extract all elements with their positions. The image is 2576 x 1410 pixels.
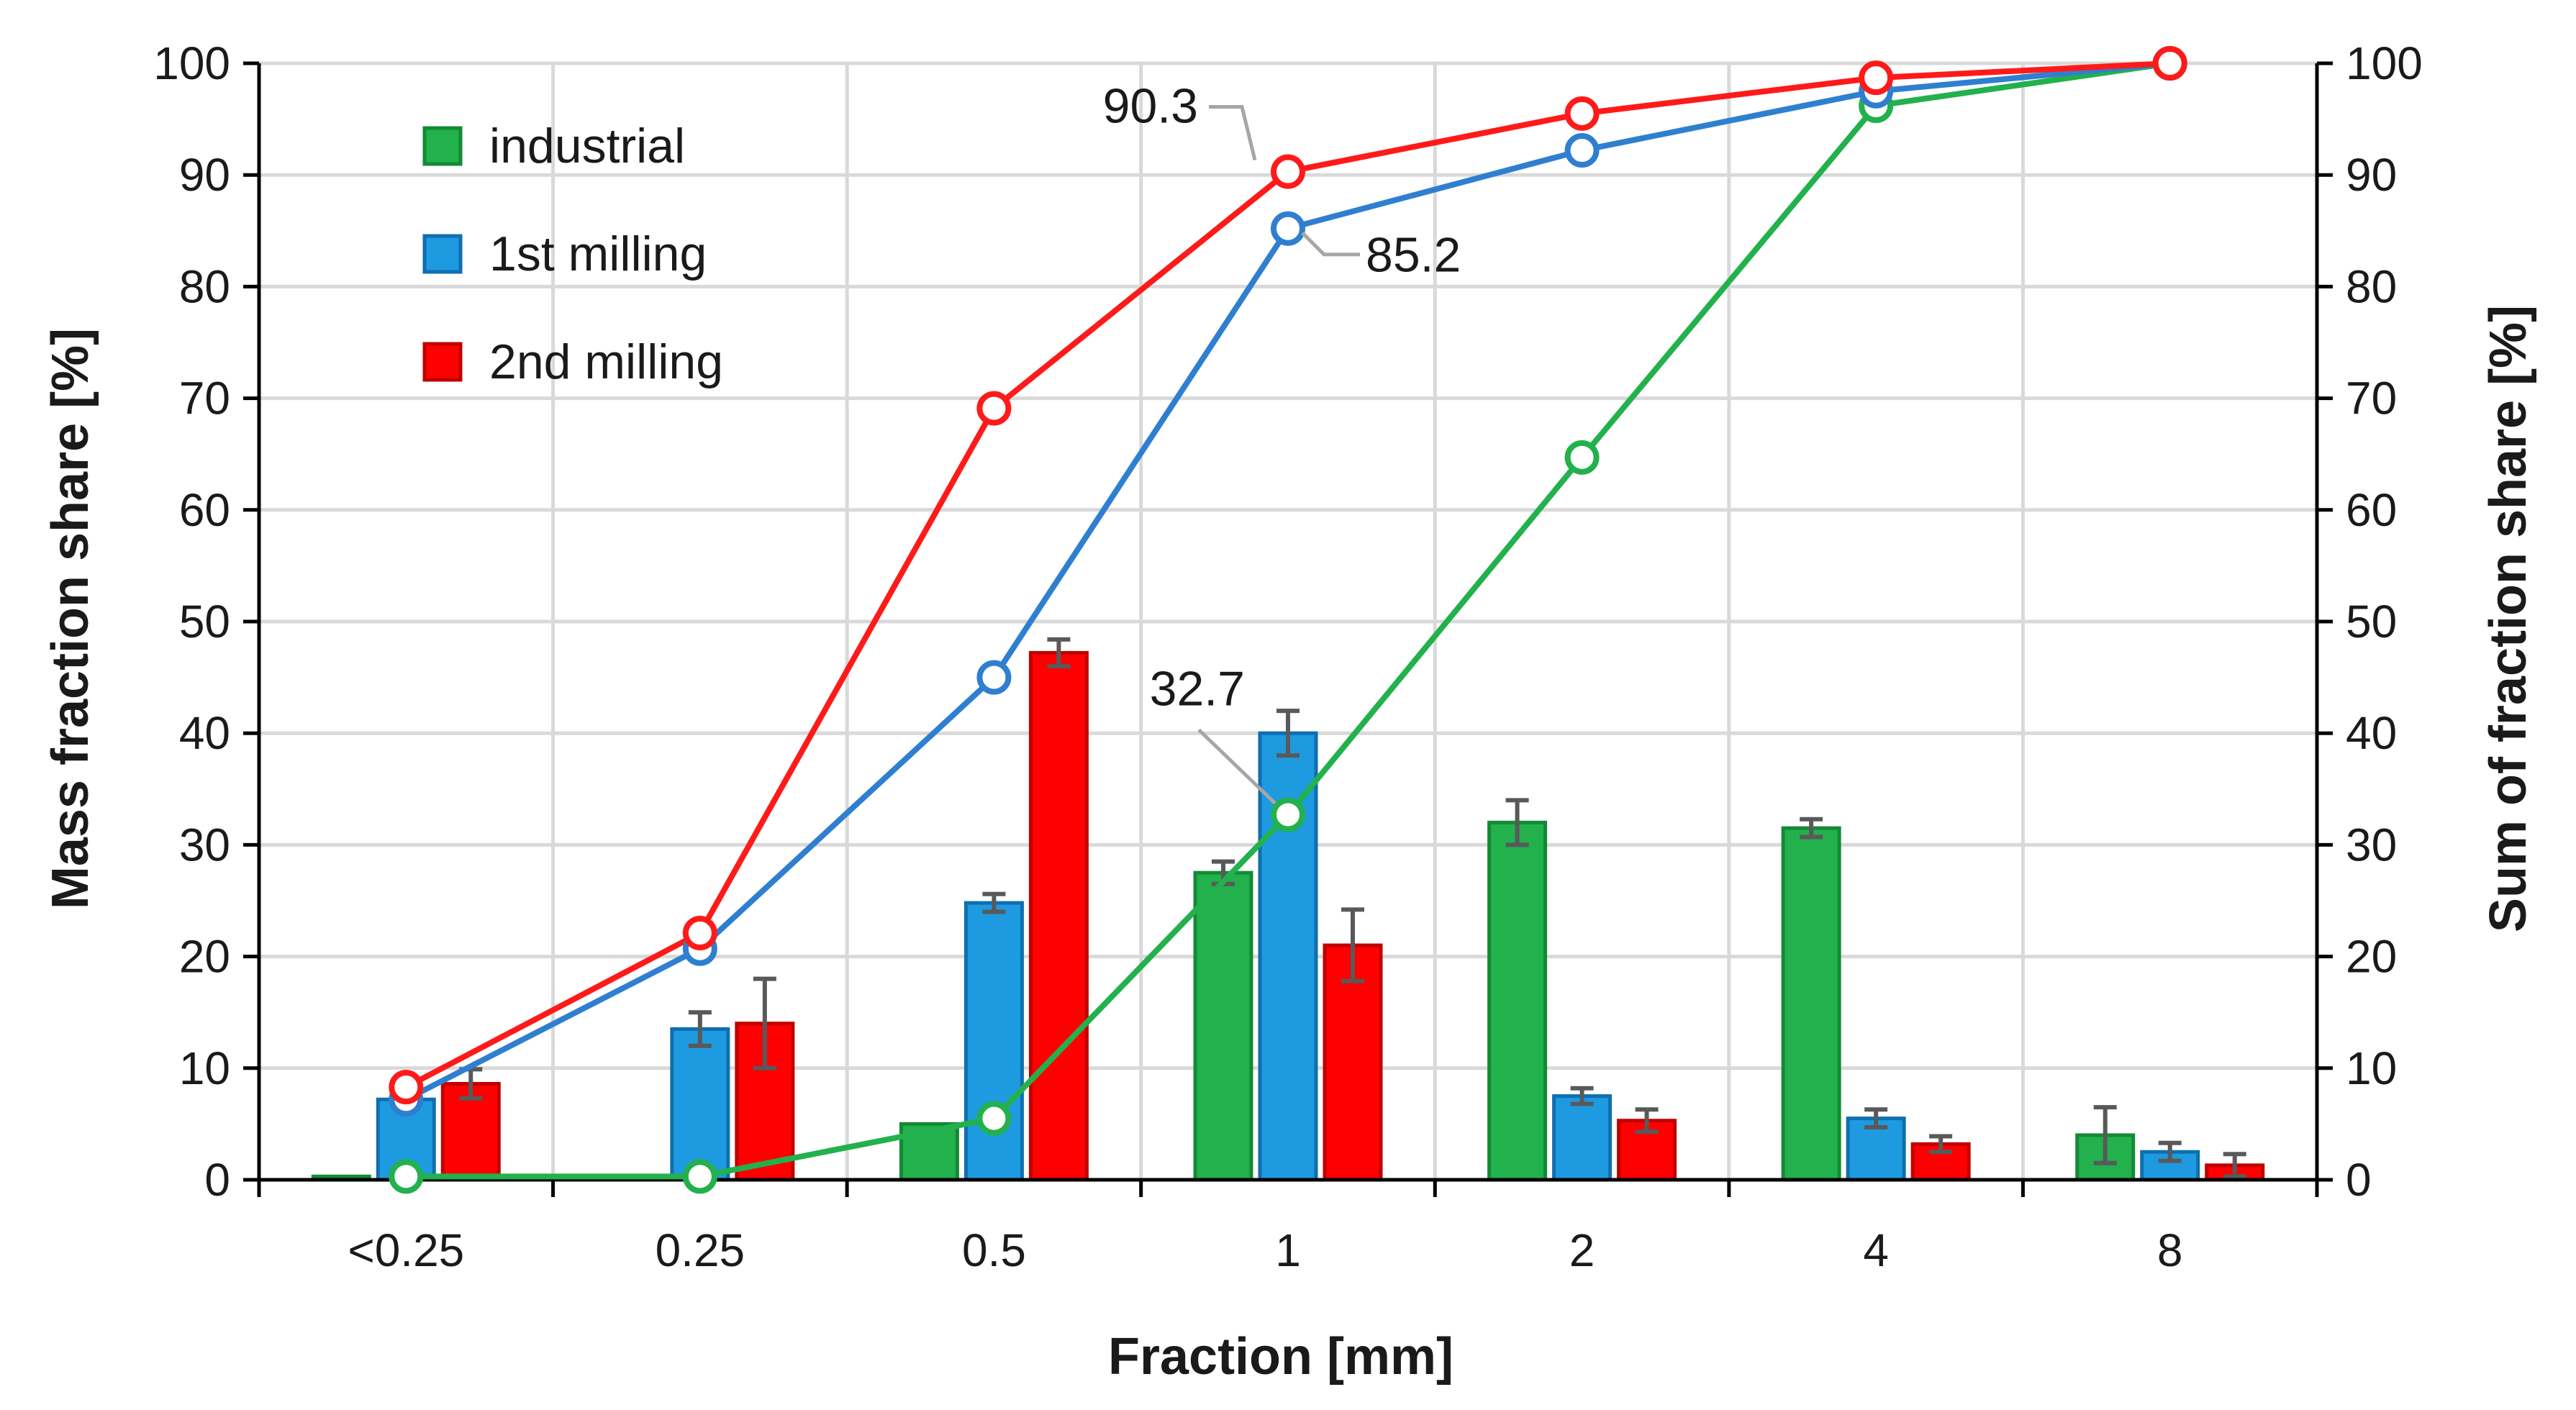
y-tick-label-left: 40 [179,707,230,759]
y-tick-label-left: 30 [179,819,230,870]
marker-industrial-cumulative [389,1159,424,1194]
x-tick-label: 0.5 [962,1224,1026,1276]
legend: industrial 1st milling 2nd milling [422,119,723,389]
marker-1st-milling-cumulative [1271,211,1305,246]
y-tick-label-left: 90 [179,149,230,201]
bar-series-group [311,637,2265,1182]
y-tick-label-right: 60 [2346,484,2397,536]
x-tick-label: 1 [1275,1224,1301,1276]
y-tick-label-right: 40 [2346,707,2397,759]
legend-swatch-2nd-milling [422,342,463,382]
annotation-90-3: 90.3 [1103,79,1198,134]
marker-2nd-milling-cumulative [682,916,717,951]
marker-industrial-cumulative [1564,440,1600,475]
y-tick-label-right: 70 [2346,373,2397,424]
bar-industrial [1193,870,1253,1182]
annotations-group: 90.3 85.2 32.7 [1103,79,1461,805]
annotation-85-2: 85.2 [1366,228,1461,283]
legend-label-industrial: industrial [489,119,685,173]
y-tick-label-left: 50 [179,596,230,647]
marker-2nd-milling-cumulative [1859,60,1894,96]
x-tick-label: <0.25 [348,1224,464,1276]
x-tick-label: 8 [2157,1224,2183,1276]
bar-1st-milling [670,1027,730,1182]
y-tick-label-left: 10 [179,1042,230,1094]
y-tick-label-right: 80 [2346,260,2397,312]
annotation-leader [1301,231,1360,257]
marker-industrial-cumulative [1271,797,1305,832]
bar-industrial [1487,820,1548,1182]
bar-1st-milling [1552,1094,1613,1182]
marker-2nd-milling-cumulative [2152,46,2187,81]
bar-1st-milling [963,901,1024,1182]
annotation-leader [1197,728,1276,805]
y-tick-label-right: 100 [2346,37,2423,89]
y-tick-label-left: 0 [204,1154,230,1206]
legend-swatch-1st-milling [422,234,463,274]
marker-2nd-milling-cumulative [1271,154,1305,189]
bar-2nd-milling [1028,650,1089,1182]
legend-label-2nd-milling: 2nd milling [489,335,723,389]
y-tick-label-left: 80 [179,260,230,312]
y-tick-label-left: 70 [179,373,230,424]
x-tick-label: 4 [1863,1224,1889,1276]
marker-2nd-milling-cumulative [976,391,1012,426]
marker-2nd-milling-cumulative [1564,96,1600,131]
marker-1st-milling-cumulative [976,660,1012,695]
annotation-32-7: 32.7 [1150,661,1245,716]
marker-1st-milling-cumulative [1564,133,1600,168]
y-tick-label-right: 30 [2346,819,2397,870]
y-axis-title-right: Sum of fraction share [%] [2480,305,2537,932]
y-tick-label-left: 100 [153,37,230,89]
x-axis-title: Fraction [mm] [1108,1328,1453,1386]
y-tick-label-right: 0 [2346,1154,2372,1206]
legend-swatch-industrial [422,126,463,166]
marker-2nd-milling-cumulative [389,1070,424,1105]
legend-label-1st-milling: 1st milling [489,227,707,281]
y-tick-label-right: 20 [2346,931,2397,983]
y-axis-title-left: Mass fraction share [%] [42,328,99,909]
bar-industrial [1781,826,1841,1182]
y-tick-label-left: 20 [179,931,230,983]
y-tick-label-right: 90 [2346,149,2397,201]
cumulative-lines-group [389,46,2187,1194]
marker-industrial-cumulative [976,1101,1012,1136]
annotation-leader [1209,105,1257,161]
y-tick-label-left: 60 [179,484,230,536]
x-tick-label: 0.25 [656,1224,745,1276]
x-tick-label: 2 [1569,1224,1595,1276]
y-tick-label-right: 10 [2346,1042,2397,1094]
y-tick-label-right: 50 [2346,596,2397,647]
marker-industrial-cumulative [682,1159,717,1194]
